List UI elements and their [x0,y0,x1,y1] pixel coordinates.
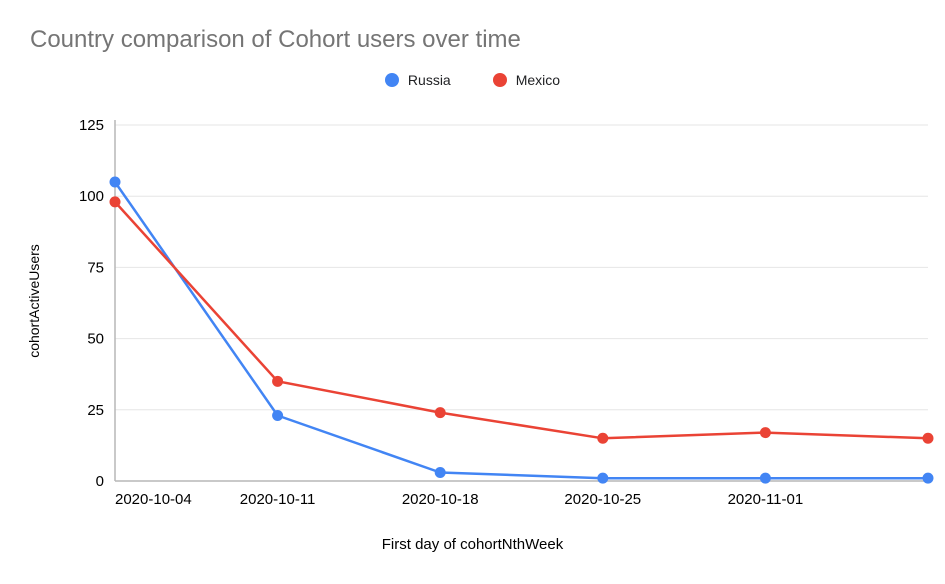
data-point-russia [597,472,609,484]
chart-title: Country comparison of Cohort users over … [30,26,521,53]
data-point-russia [922,472,934,484]
y-tick-label: 0 [96,473,104,490]
legend-dot-mexico-icon [492,73,507,87]
series-line-mexico [113,200,930,440]
data-point-mexico [434,407,446,419]
data-point-russia [434,466,446,478]
x-tick-label: 2020-10-25 [564,491,641,508]
x-tick-label: 2020-10-11 [240,491,316,508]
y-tick-label: 125 [79,117,104,134]
legend-label-mexico: Mexico [515,72,561,88]
data-point-mexico [922,432,934,444]
data-point-russia [109,176,121,188]
x-tick-label: 2020-10-18 [402,491,479,508]
series-line-russia [113,180,930,480]
legend-dot-russia-icon [384,73,399,87]
data-point-mexico [109,196,121,208]
legend-item-mexico: Mexico [492,72,561,88]
y-axis-title: cohortActiveUsers [26,244,42,358]
data-point-russia [272,409,284,421]
y-tick-label: 75 [87,259,104,276]
data-point-mexico [759,427,771,439]
x-tick-label: 2020-10-04 [115,491,192,508]
y-tick-label: 25 [87,402,104,419]
y-tick-label: 100 [79,188,104,205]
line-chart: 0 25 50 75 100 125 2020-10-04 2020-10-11 2020-10… [79,117,934,508]
legend-label-russia: Russia [407,72,451,88]
legend: Russia Mexico [0,72,945,88]
y-tick-label: 50 [87,331,104,348]
data-point-russia [759,472,771,484]
x-tick-label: 2020-11-01 [728,491,804,508]
x-axis-title: First day of cohortNthWeek [381,536,564,553]
data-point-mexico [597,432,609,444]
legend-item-russia: Russia [384,72,451,88]
data-point-mexico [272,375,284,387]
